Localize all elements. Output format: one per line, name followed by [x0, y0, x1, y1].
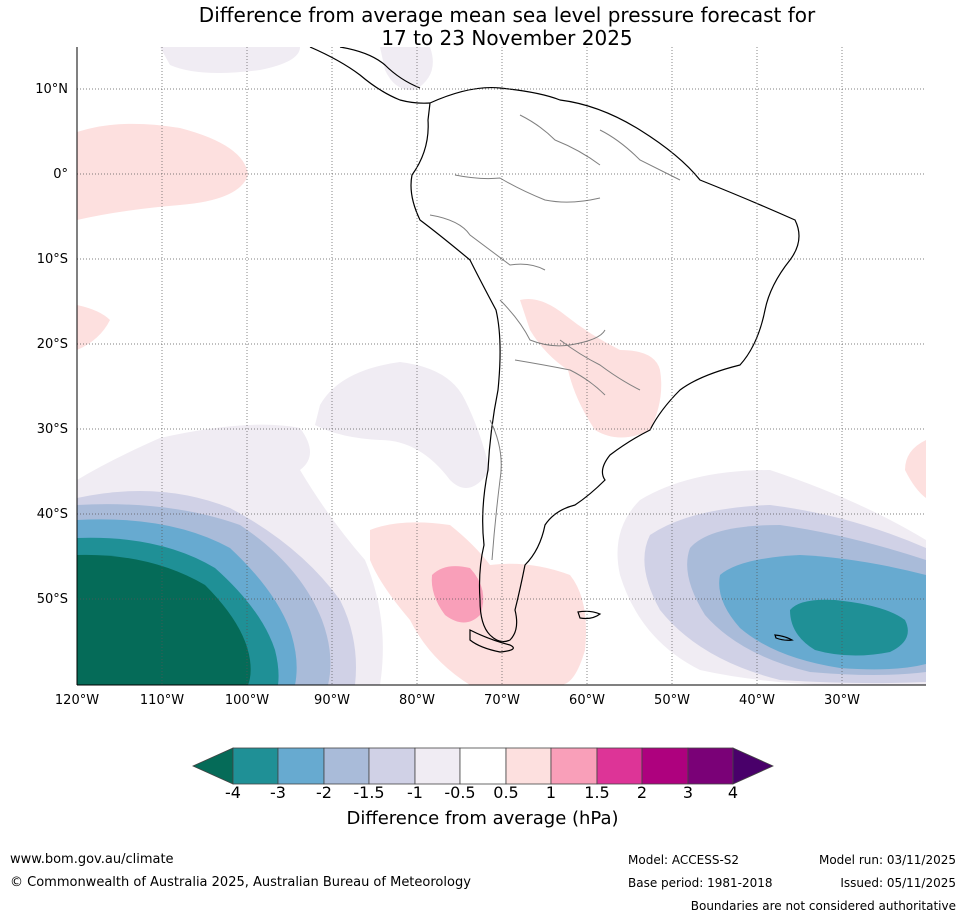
colorbar-tick: -1.5 — [353, 783, 385, 802]
lon-label-40w: 40°W — [739, 693, 775, 708]
colorbar-swatch-4 — [368, 747, 416, 785]
colorbar — [192, 747, 774, 785]
lon-label-30w: 30°W — [824, 693, 860, 708]
colorbar-swatch-1 — [232, 747, 279, 785]
anomaly-region-pos-15 — [431, 566, 484, 623]
graticule — [77, 47, 926, 685]
colorbar-tick: 2 — [636, 783, 648, 802]
map-title: Difference from average mean sea level p… — [0, 4, 965, 50]
colorbar-tick: -3 — [270, 783, 286, 802]
title-line-2: 17 to 23 November 2025 — [381, 26, 633, 50]
lat-label-50s: 50°S — [36, 592, 68, 607]
colorbar-extend-low — [192, 747, 234, 785]
copyright-text: © Commonwealth of Australia 2025, Austra… — [10, 875, 471, 890]
lat-label-30s: 30°S — [36, 422, 68, 437]
issued-text: Issued: 05/11/2025 — [840, 876, 956, 890]
coastlines — [309, 47, 800, 653]
colorbar-extend-high — [732, 747, 774, 785]
anomaly-region-caribbean-neg — [380, 47, 433, 91]
colorbar-tick: 3 — [682, 783, 694, 802]
country-borders — [429, 114, 681, 561]
anomaly-region-pos-brazil — [520, 299, 662, 438]
colorbar-tick: 4 — [727, 783, 739, 802]
colorbar-tick: -4 — [225, 783, 241, 802]
colorbar-title: Difference from average (hPa) — [346, 808, 619, 829]
anomaly-region-pos-pacific — [77, 123, 248, 220]
anomaly-region-pos-west — [77, 305, 110, 350]
anomaly-region-atl-neg-3 — [790, 599, 908, 656]
colorbar-swatch-10 — [641, 747, 689, 785]
lon-label-50w: 50°W — [654, 693, 690, 708]
colorbar-swatch-8 — [550, 747, 598, 785]
lat-label-20s: 20°S — [36, 337, 68, 352]
anomaly-region-central-neg — [315, 362, 490, 488]
title-line-1: Difference from average mean sea level p… — [198, 3, 816, 27]
colorbar-swatch-2 — [277, 747, 325, 785]
base-period-text: Base period: 1981-2018 — [628, 876, 773, 890]
lat-label-10n: 10°N — [35, 82, 68, 97]
colorbar-tick: 1.5 — [584, 783, 610, 802]
central-america-coastline — [309, 47, 431, 104]
anomaly-region-north-neg — [160, 47, 300, 74]
lat-label-10s: 10°S — [36, 252, 68, 267]
website-link[interactable]: www.bom.gov.au/climate — [10, 852, 174, 867]
south-georgia — [774, 634, 794, 641]
colorbar-swatch-9 — [596, 747, 643, 785]
south-america-coastline — [410, 86, 800, 643]
lat-label-0: 0° — [53, 167, 68, 182]
anomaly-region-neg-4 — [77, 554, 251, 685]
lon-label-110w: 110°W — [139, 693, 185, 708]
lon-label-80w: 80°W — [399, 693, 435, 708]
lon-label-100w: 100°W — [224, 693, 270, 708]
lon-label-60w: 60°W — [569, 693, 605, 708]
anomaly-region-pos-east — [905, 440, 926, 498]
lat-label-40s: 40°S — [36, 507, 68, 522]
colorbar-tick: 1 — [545, 783, 557, 802]
falklands — [577, 610, 602, 620]
colorbar-swatch-11 — [687, 747, 734, 785]
colorbar-swatch-6 — [459, 747, 507, 785]
colorbar-tick: -2 — [316, 783, 332, 802]
lon-label-70w: 70°W — [484, 693, 520, 708]
colorbar-swatch-3 — [323, 747, 370, 785]
pressure-anomaly-field — [77, 47, 926, 685]
lon-label-120w: 120°W — [54, 693, 100, 708]
colorbar-swatch-5 — [414, 747, 461, 785]
colorbar-tick: 0.5 — [493, 783, 519, 802]
disclaimer-text: Boundaries are not considered authoritat… — [690, 899, 956, 913]
model-run-text: Model run: 03/11/2025 — [818, 853, 956, 867]
model-text: Model: ACCESS-S2 — [628, 853, 740, 867]
colorbar-tick: -1 — [407, 783, 423, 802]
tierra-del-fuego — [469, 629, 514, 653]
colorbar-swatch-7 — [505, 747, 552, 785]
colorbar-tick: -0.5 — [444, 783, 476, 802]
lon-label-90w: 90°W — [314, 693, 350, 708]
